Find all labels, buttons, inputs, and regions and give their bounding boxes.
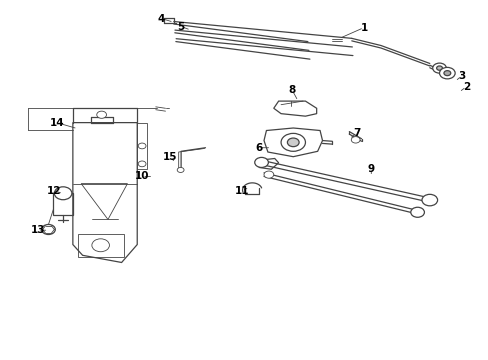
Circle shape [287,138,299,147]
Circle shape [264,171,273,178]
Circle shape [138,143,146,149]
Circle shape [41,225,55,234]
Circle shape [138,161,146,167]
Circle shape [350,136,359,143]
Bar [78,234,124,257]
Circle shape [177,167,183,172]
Circle shape [281,134,305,151]
Text: 2: 2 [462,82,469,92]
Text: 11: 11 [234,186,249,196]
Circle shape [410,207,424,217]
Circle shape [254,157,268,167]
Text: 15: 15 [163,152,177,162]
Circle shape [443,71,450,76]
Text: 1: 1 [360,23,367,33]
Text: 5: 5 [177,22,184,32]
Text: 14: 14 [49,118,64,128]
Circle shape [436,66,442,70]
Text: 10: 10 [135,171,149,181]
Text: 7: 7 [352,129,360,138]
Circle shape [421,194,437,206]
Circle shape [432,63,446,73]
Text: 9: 9 [367,164,374,174]
Circle shape [92,239,109,252]
Text: 6: 6 [255,143,262,153]
Text: 3: 3 [457,71,464,81]
Text: 12: 12 [47,186,61,196]
Text: 8: 8 [288,85,295,95]
Circle shape [97,111,106,118]
Circle shape [54,187,72,200]
Circle shape [439,67,454,79]
Text: 4: 4 [158,14,165,24]
Text: 13: 13 [30,225,45,235]
Bar [53,193,73,215]
